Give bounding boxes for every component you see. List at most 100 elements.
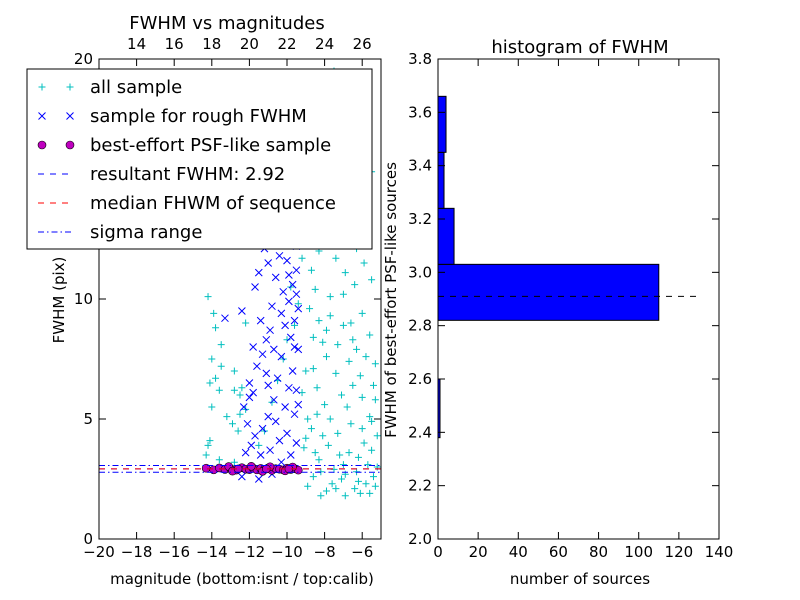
rough-fwhm-point (292, 266, 301, 275)
all-sample-point (362, 480, 370, 488)
rough-fwhm-point (271, 417, 280, 426)
all-sample-point (302, 367, 310, 375)
right-y-tick-label: 2.0 (408, 530, 432, 548)
rough-fwhm-point (292, 386, 301, 395)
all-sample-point (294, 300, 302, 308)
all-sample-point (309, 473, 317, 481)
rough-fwhm-point (288, 280, 297, 289)
rough-fwhm-point (239, 403, 248, 411)
left-x-tick-label: −18 (121, 543, 153, 561)
left-y-tick-label: 0 (83, 530, 93, 548)
rough-fwhm-point (279, 287, 288, 296)
all-sample-point (368, 446, 376, 454)
all-sample-point (208, 403, 216, 411)
rough-fwhm-point (277, 352, 286, 361)
left-top-tick-label: 26 (353, 35, 372, 53)
left-y-axis-label: FWHM (pix) (50, 257, 68, 344)
all-sample-point (234, 427, 242, 435)
all-sample-point (313, 410, 321, 418)
rough-fwhm-point (258, 350, 267, 359)
left-x-tick-label: −12 (234, 543, 266, 561)
rough-fwhm-point (251, 431, 259, 440)
all-sample-point (345, 449, 353, 457)
left-top-tick-label: 16 (165, 35, 184, 53)
right-y-tick-label: 2.8 (408, 317, 432, 335)
all-sample-point (354, 477, 362, 485)
rough-fwhm-point (256, 451, 265, 459)
rough-fwhm-point (238, 472, 246, 481)
legend-entry-label: median FHWM of sequence (90, 193, 336, 214)
rough-fwhm-point (275, 251, 284, 260)
all-sample-point (343, 403, 351, 411)
legend-entry-label: all sample (90, 77, 182, 98)
left-y-tick-label: 20 (74, 50, 93, 68)
all-sample-point (215, 456, 223, 464)
right-y-tick-label: 2.6 (408, 370, 432, 388)
all-sample-point (309, 333, 317, 341)
legend-entry-label: resultant FWHM: 2.92 (90, 164, 285, 185)
all-sample-point (315, 317, 323, 325)
rough-fwhm-point (294, 304, 303, 313)
all-sample-point (366, 413, 374, 421)
all-sample-point (373, 432, 381, 440)
rough-fwhm-point (275, 436, 284, 445)
left-top-tick-label: 14 (127, 35, 146, 53)
histogram-bar (437, 95, 447, 153)
legend-circle-marker (65, 140, 75, 150)
rough-fwhm-point (249, 388, 258, 397)
left-x-tick-label: −8 (314, 543, 336, 561)
rough-fwhm-point (288, 367, 297, 375)
all-sample-point (360, 439, 368, 447)
psf-like-point (246, 461, 256, 471)
right-y-axis-label: FWHM of best-effort PSF-like sources (382, 162, 400, 438)
all-sample-point (324, 441, 332, 449)
all-sample-point (321, 401, 329, 409)
all-sample-point (212, 374, 220, 382)
rough-fwhm-point (277, 458, 286, 467)
left-x-tick-label: −14 (196, 543, 228, 561)
rough-fwhm-point (238, 307, 246, 315)
rough-fwhm-point (262, 369, 271, 378)
rough-fwhm-point (262, 335, 271, 344)
right-x-axis-label: number of sources (510, 570, 650, 588)
all-sample-point (345, 357, 353, 365)
right-plot-frame (437, 58, 720, 540)
right-y-tick-label: 3.0 (408, 263, 432, 281)
all-sample-point (326, 415, 334, 423)
left-x-axis-label: magnitude (bottom:isnt / top:calib) (110, 570, 374, 588)
all-sample-point (326, 312, 334, 320)
all-sample-point (371, 396, 379, 404)
all-sample-point (334, 429, 342, 437)
rough-fwhm-point (264, 381, 273, 390)
all-sample-point (362, 353, 370, 361)
rough-fwhm-point (285, 297, 293, 306)
legend-entry-label: best-effort PSF-like sample (90, 135, 331, 156)
all-sample-point (304, 415, 312, 423)
right-y-tick-label: 3.6 (408, 103, 432, 121)
all-sample-point (313, 384, 321, 392)
rough-fwhm-point (277, 309, 286, 318)
rough-fwhm-point (283, 429, 291, 438)
all-sample-point (369, 381, 377, 389)
legend-circle-marker (37, 140, 47, 150)
histogram-bar (437, 263, 660, 321)
all-sample-point (373, 463, 381, 471)
all-sample-point (315, 456, 323, 464)
right-y-tick-label: 3.2 (408, 210, 432, 228)
all-sample-point (332, 254, 340, 262)
all-sample-point (306, 305, 314, 313)
right-x-tick-label: 80 (589, 543, 608, 561)
all-sample-point (230, 386, 238, 394)
left-top-tick-label: 24 (315, 35, 334, 53)
rough-fwhm-point (253, 362, 261, 371)
all-sample-point (319, 338, 327, 346)
all-sample-point (360, 259, 368, 267)
left-chart-legend: all sample sample for rough FWHM best-effo… (26, 68, 373, 250)
rough-fwhm-point (271, 273, 280, 282)
rough-fwhm-point (294, 345, 303, 354)
all-sample-point (217, 362, 225, 370)
all-sample-point (356, 372, 364, 380)
legend-entry-label: sample for rough FWHM (90, 106, 307, 127)
rough-fwhm-point (241, 448, 250, 457)
